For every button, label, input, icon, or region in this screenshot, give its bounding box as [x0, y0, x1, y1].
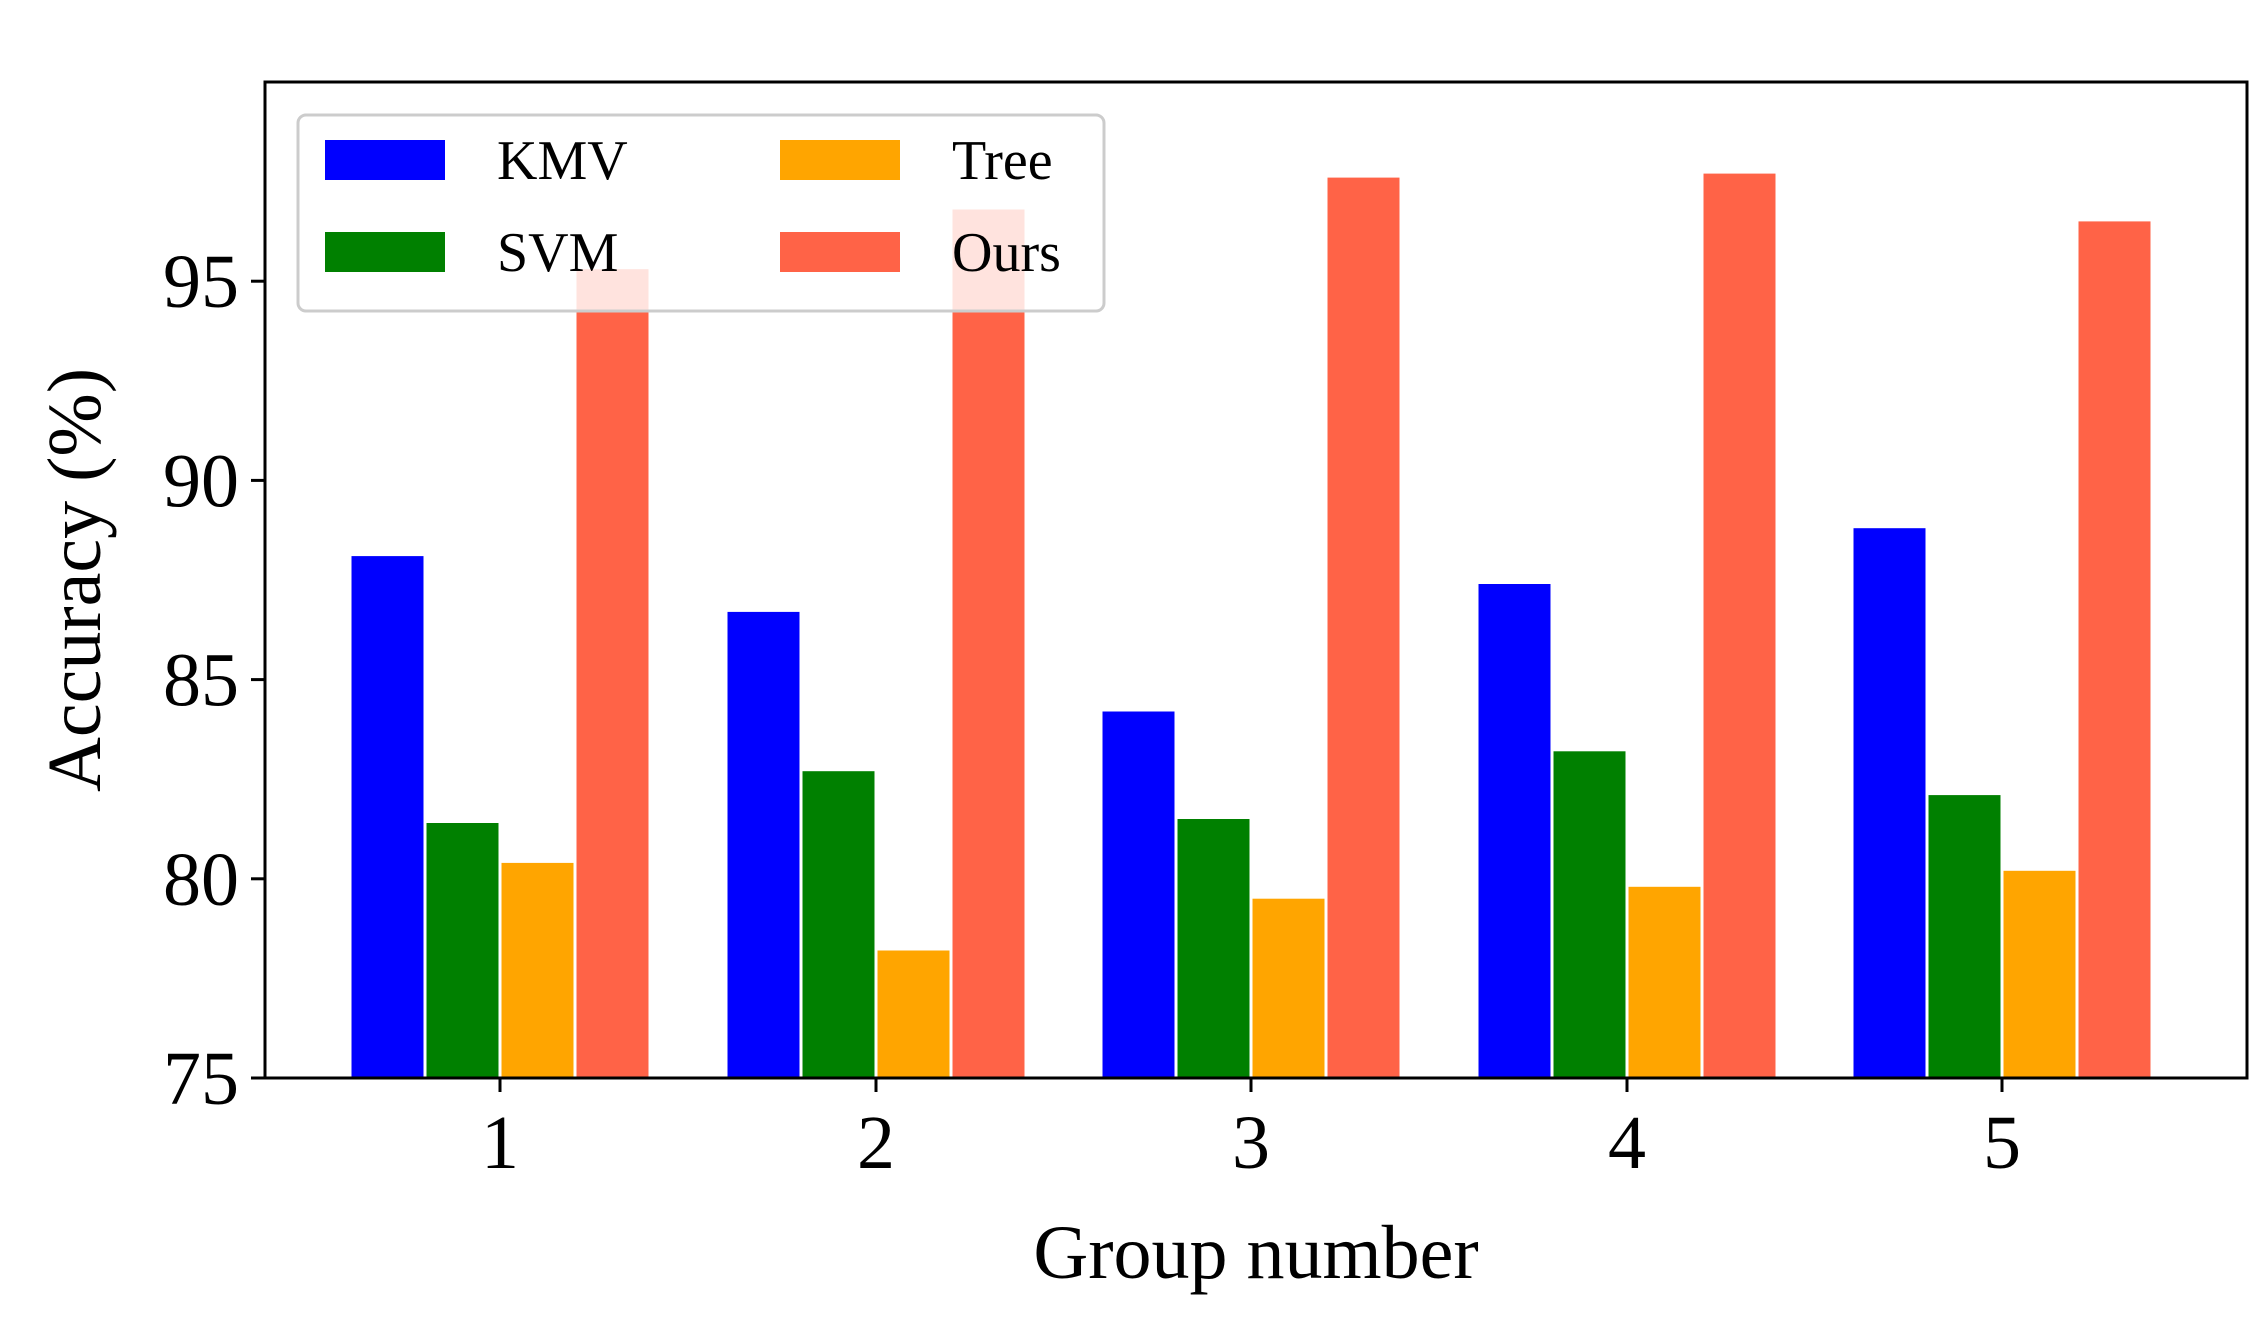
x-tick-label-1: 1 — [481, 1101, 519, 1185]
y-axis-label: Accuracy (%) — [33, 368, 117, 792]
x-axis-label: Group number — [1033, 1211, 1478, 1295]
bars-layer — [351, 173, 2151, 1079]
bar-ours-group-3 — [1327, 177, 1400, 1079]
x-tick-label-4: 4 — [1608, 1101, 1646, 1185]
bar-svm-group-3 — [1177, 819, 1250, 1078]
legend-swatch-svm — [325, 232, 445, 272]
legend: KMV SVM Tree Ours — [296, 113, 1106, 313]
bar-kmv-group-4 — [1478, 584, 1551, 1078]
plot-frame — [263, 80, 2249, 1080]
ticks-layer: 75 80 85 90 95 1 2 3 4 5 — [163, 240, 2021, 1185]
bar-tree-group-5 — [2003, 870, 2076, 1078]
bar-ours-group-2 — [952, 209, 1025, 1078]
x-tick-label-5: 5 — [1983, 1101, 2021, 1185]
bar-tree-group-1 — [501, 862, 574, 1078]
legend-label-ours: Ours — [952, 222, 1061, 284]
legend-box — [296, 113, 1106, 313]
bar-svm-group-1 — [426, 823, 499, 1078]
legend-swatch-ours — [780, 232, 900, 272]
legend-swatch-tree — [780, 140, 900, 180]
y-tick-label-95: 95 — [163, 240, 239, 324]
y-tick-label-80: 80 — [163, 838, 239, 922]
bar-kmv-group-3 — [1102, 711, 1175, 1078]
bar-svm-group-2 — [802, 771, 875, 1078]
legend-label-tree: Tree — [952, 130, 1053, 192]
bar-svm-group-4 — [1553, 751, 1626, 1078]
bar-ours-group-4 — [1703, 173, 1776, 1079]
bar-svm-group-5 — [1928, 795, 2001, 1078]
legend-swatch-kmv — [325, 140, 445, 180]
y-tick-label-85: 85 — [163, 639, 239, 723]
bar-kmv-group-2 — [727, 611, 800, 1078]
legend-label-kmv: KMV — [497, 130, 628, 192]
bar-kmv-group-5 — [1853, 528, 1926, 1078]
bar-ours-group-1 — [576, 269, 649, 1078]
bar-tree-group-3 — [1252, 898, 1325, 1078]
bar-tree-group-4 — [1628, 886, 1701, 1078]
bar-ours-group-5 — [2078, 221, 2151, 1078]
bar-tree-group-2 — [877, 950, 950, 1078]
x-tick-label-2: 2 — [857, 1101, 895, 1185]
bar-kmv-group-1 — [351, 556, 424, 1078]
legend-label-svm: SVM — [497, 222, 618, 284]
y-tick-label-90: 90 — [163, 439, 239, 523]
y-tick-label-75: 75 — [163, 1037, 239, 1121]
x-tick-label-3: 3 — [1232, 1101, 1270, 1185]
